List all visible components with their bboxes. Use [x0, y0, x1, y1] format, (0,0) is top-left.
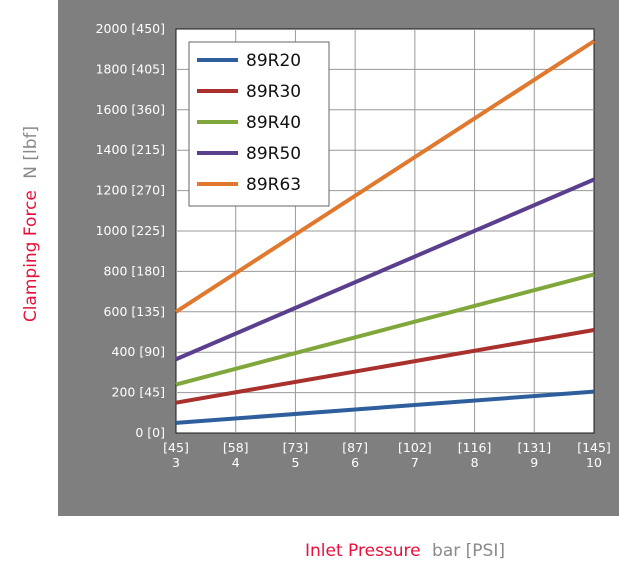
y-tick-label: 1800 [405] [96, 61, 165, 76]
series-line-89r20 [175, 389, 595, 425]
y-tick-label: 600 [135] [104, 304, 165, 319]
y-axis-label-main: Clamping Force [21, 190, 41, 322]
y-tick-label: 400 [90] [112, 344, 166, 359]
legend-label: 89R40 [246, 113, 301, 133]
x-tick-label-psi: [87] [342, 440, 368, 455]
y-tick-label: 800 [180] [104, 263, 165, 278]
x-tick-label-psi: [73] [283, 440, 309, 455]
x-tick-label-bar: 4 [232, 455, 240, 470]
x-tick-labels: [45]3 [58]4 [73]5 [87]6 [102]7 [116]8 [131]9 [1… [163, 440, 611, 470]
x-tick-label-psi: [145] [577, 440, 611, 455]
x-tick-label-bar: 5 [291, 455, 299, 470]
y-tick-label: 200 [45] [112, 385, 166, 400]
y-tick-label: 1400 [215] [96, 142, 165, 157]
x-tick-label-bar: 9 [530, 455, 538, 470]
legend-label: 89R20 [246, 51, 301, 71]
x-axis-label: Inlet Pressure bar [PSI] [305, 541, 505, 561]
y-tick-label: 2000 [450] [96, 21, 165, 36]
x-axis-label-unit: bar [PSI] [432, 541, 505, 561]
x-tick-label-psi: [45] [163, 440, 189, 455]
y-tick-labels: 0 [0] 200 [45] 400 [90] 600 [135] 800 [180] 1… [96, 21, 165, 440]
y-tick-label: 1200 [270] [96, 183, 165, 198]
x-tick-label-bar: 10 [586, 455, 602, 470]
legend-label: 89R50 [246, 144, 301, 164]
x-tick-label-bar: 8 [471, 455, 479, 470]
series-line-89r40 [175, 272, 595, 387]
x-tick-label-bar: 3 [172, 455, 180, 470]
series-line-89r63 [174, 39, 596, 314]
series-line-89r50 [175, 177, 595, 362]
series-lines [174, 39, 596, 425]
legend-label: 89R63 [246, 175, 301, 195]
legend: 89R20 89R30 89R40 89R50 89R63 [188, 41, 330, 207]
x-tick-label-bar: 7 [411, 455, 419, 470]
x-tick-label-psi: [102] [398, 440, 432, 455]
series-line-89r30 [175, 328, 595, 405]
y-tick-label: 0 [0] [135, 425, 165, 440]
x-axis-label-main: Inlet Pressure [305, 541, 421, 561]
y-axis-label-unit: N [lbf] [21, 126, 41, 179]
x-tick-label-psi: [116] [458, 440, 492, 455]
x-tick-label-psi: [58] [223, 440, 249, 455]
y-tick-label: 1000 [225] [96, 223, 165, 238]
x-tick-label-psi: [131] [517, 440, 551, 455]
y-axis-label: Clamping Force N [lbf] [21, 126, 41, 322]
y-tick-label: 1600 [360] [96, 102, 165, 117]
legend-label: 89R30 [246, 82, 301, 102]
x-tick-label-bar: 6 [351, 455, 359, 470]
